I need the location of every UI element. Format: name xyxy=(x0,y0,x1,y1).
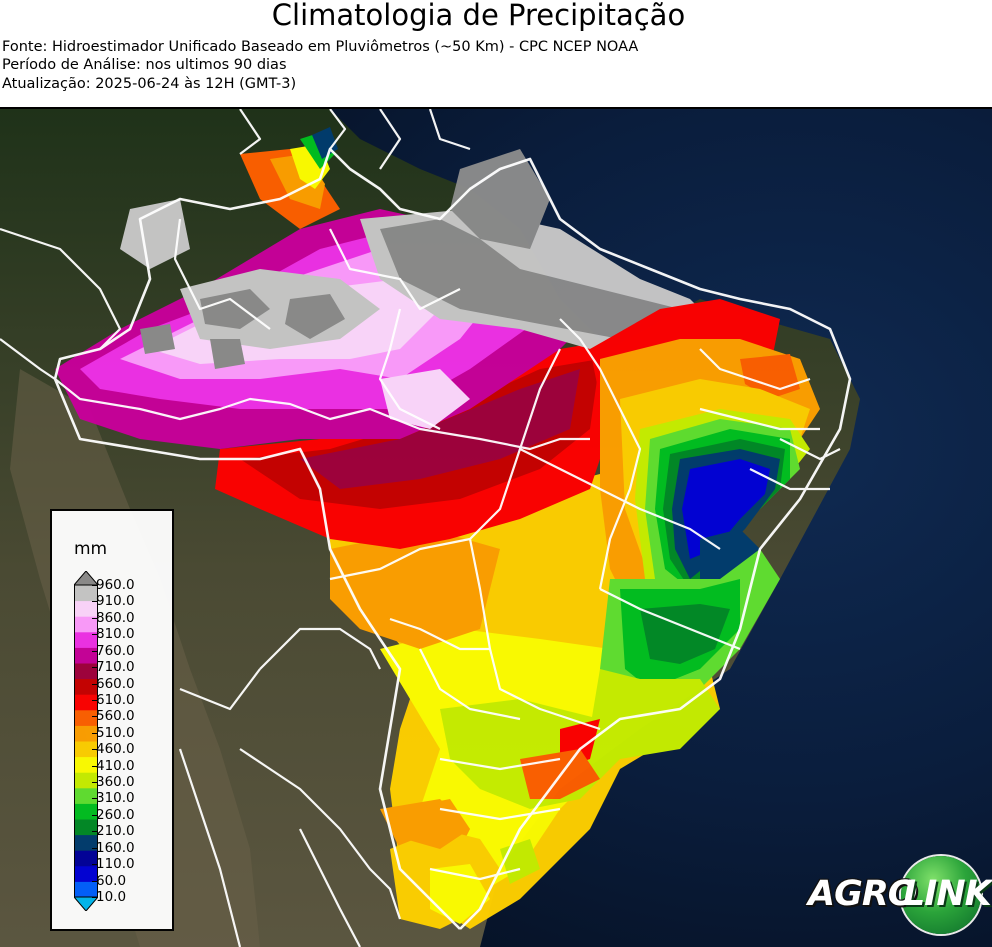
legend-swatch xyxy=(74,600,98,617)
period-line: Período de Análise: nos ultimos 90 dias xyxy=(2,57,287,73)
legend-tick-label: 910.0 xyxy=(92,593,135,610)
legend-tick-label: 710.0 xyxy=(92,659,135,676)
legend-frame xyxy=(74,584,98,898)
logo-agro-text: AGRO xyxy=(808,874,918,914)
map-canvas xyxy=(0,109,992,947)
legend-tick-label: 160.0 xyxy=(92,839,135,856)
legend-panel: mm 960.0 910.0 860.0 810.0 760.0 710.0 660.0 61… xyxy=(50,509,174,931)
legend-tick-label: 310.0 xyxy=(92,790,135,807)
legend-tick-label: 360.0 xyxy=(92,774,135,791)
legend-swatch xyxy=(74,881,98,898)
legend-swatch xyxy=(74,616,98,633)
legend-unit: mm xyxy=(74,539,108,559)
legend-swatch xyxy=(74,678,98,695)
source-line: Fonte: Hidroestimador Unificado Baseado … xyxy=(2,39,639,55)
legend-swatch xyxy=(74,756,98,773)
legend-tick-label: 460.0 xyxy=(92,741,135,758)
borders xyxy=(0,109,852,947)
legend-swatch xyxy=(74,834,98,851)
legend-arrow-low xyxy=(74,896,98,911)
legend-tick-label: 10.0 xyxy=(91,889,127,905)
legend-swatch xyxy=(74,663,98,680)
legend-swatch xyxy=(74,647,98,664)
legend-tick-label: 760.0 xyxy=(92,642,135,659)
legend-tick-label: 510.0 xyxy=(92,724,135,741)
precipitation-map xyxy=(0,107,992,947)
legend-swatch xyxy=(74,772,98,789)
agrolink-logo: AGRO LINK xyxy=(806,856,992,934)
legend-tick-label: 560.0 xyxy=(92,708,135,725)
legend-tick-label: 60.0 xyxy=(91,872,127,889)
legend-swatch xyxy=(74,803,98,820)
legend-tick-label: 660.0 xyxy=(92,675,135,692)
legend-tick-label: 210.0 xyxy=(92,823,135,840)
legend-tick-label: 260.0 xyxy=(92,806,135,823)
legend-swatch xyxy=(74,585,98,602)
legend-tick-label: 410.0 xyxy=(92,757,135,774)
logo-globe xyxy=(901,856,981,934)
legend-tick-label: 810.0 xyxy=(92,626,135,643)
map-title: Climatologia de Precipitação xyxy=(271,0,686,32)
legend-colorbar xyxy=(74,571,98,911)
legend-swatch xyxy=(74,850,98,867)
legend-swatch xyxy=(74,725,98,742)
legend-swatch xyxy=(74,819,98,836)
legend-arrow-high xyxy=(74,571,98,586)
legend-tick-label: 110.0 xyxy=(92,856,135,873)
legend-swatch xyxy=(74,709,98,726)
precipitation-field xyxy=(55,127,820,929)
legend-swatch xyxy=(74,787,98,804)
legend-swatch xyxy=(74,865,98,882)
legend-tick-label: 960.0 xyxy=(92,577,135,593)
legend-tick-label: 860.0 xyxy=(92,609,135,626)
legend-tick-label: 610.0 xyxy=(92,691,135,708)
legend-swatch xyxy=(74,631,98,648)
legend-swatch xyxy=(74,694,98,711)
logo-link-text: LINK xyxy=(903,874,992,914)
legend-swatch xyxy=(74,741,98,758)
updated-line: Atualização: 2025-06-24 às 12H (GMT-3) xyxy=(2,76,297,92)
